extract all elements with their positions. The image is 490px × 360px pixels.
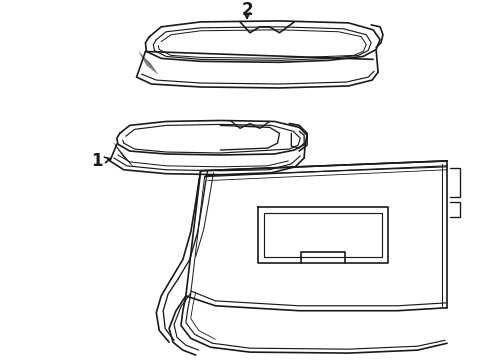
Text: 2: 2: [241, 1, 253, 19]
Text: 1: 1: [92, 152, 103, 170]
